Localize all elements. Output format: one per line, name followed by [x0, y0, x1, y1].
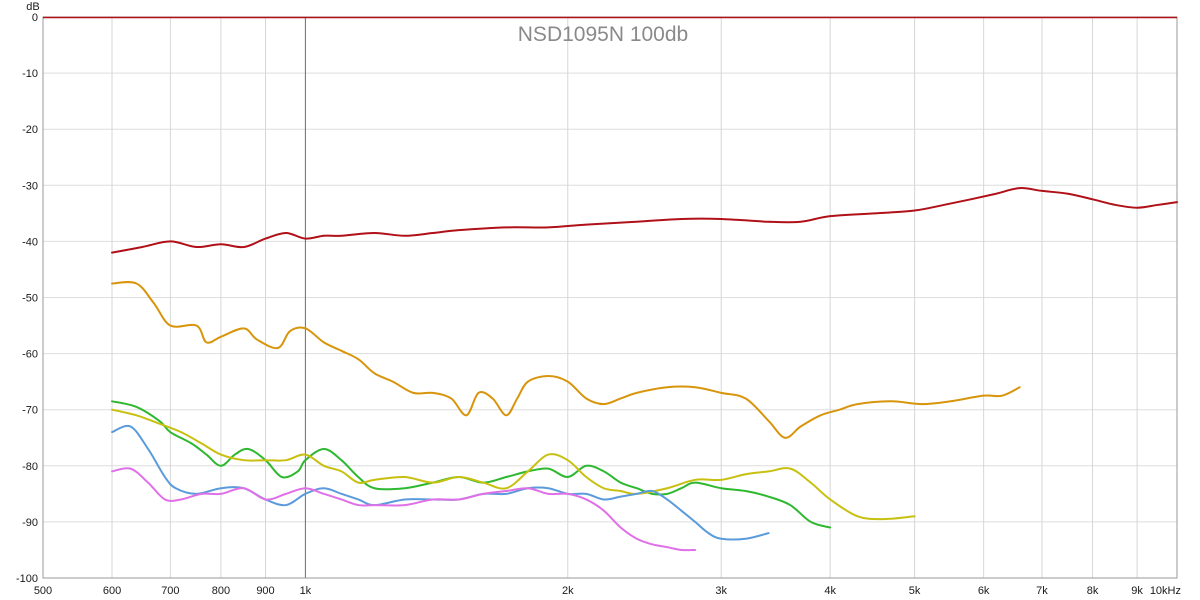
x-tick-label: 2k [562, 585, 574, 597]
x-tick-label: 3k [715, 585, 727, 597]
series-line-6 [111, 467, 697, 552]
chart-title: NSD1095N 100db [518, 23, 688, 46]
x-tick-label: 500 [34, 585, 52, 597]
x-tick-label: 1k [300, 585, 312, 597]
x-tick-label: 8k [1087, 585, 1099, 597]
y-tick-label: -50 [22, 293, 38, 305]
x-tick-label: 9k [1131, 585, 1143, 597]
y-axis-unit: dB [26, 1, 39, 13]
x-tick-label: 900 [256, 585, 274, 597]
series-line-2 [111, 281, 1021, 439]
y-tick-label: -60 [22, 349, 38, 361]
y-tick-label: -30 [22, 180, 38, 192]
x-axis-ticks: 500 600 700 800 900 1k 2k 3k 4k 5k 6k 7k 8k 9k 10kHz [34, 585, 1181, 597]
x-tick-label: 6k [978, 585, 990, 597]
y-tick-label: -10 [22, 68, 38, 80]
y-tick-label: -20 [22, 124, 38, 136]
y-tick-label: 0 [32, 12, 38, 24]
series-line-4 [111, 408, 916, 521]
series-line-1 [111, 187, 1178, 254]
y-tick-label: -100 [16, 573, 38, 585]
x-tick-label: 700 [161, 585, 179, 597]
series-line-3 [111, 400, 832, 529]
x-tick-label: 10kHz [1150, 585, 1181, 597]
x-tick-label: 4k [824, 585, 836, 597]
y-axis-ticks: 0 -10 -20 -30 -40 -50 -60 -70 -80 -90 -100 [16, 12, 38, 585]
y-tick-label: -40 [22, 236, 38, 248]
series-group [111, 187, 1178, 552]
x-tick-label: 800 [212, 585, 230, 597]
y-tick-label: -70 [22, 405, 38, 417]
x-tick-label: 5k [909, 585, 921, 597]
x-tick-label: 600 [103, 585, 121, 597]
y-tick-label: -80 [22, 461, 38, 473]
y-tick-label: -90 [22, 517, 38, 529]
x-tick-label: 7k [1036, 585, 1048, 597]
